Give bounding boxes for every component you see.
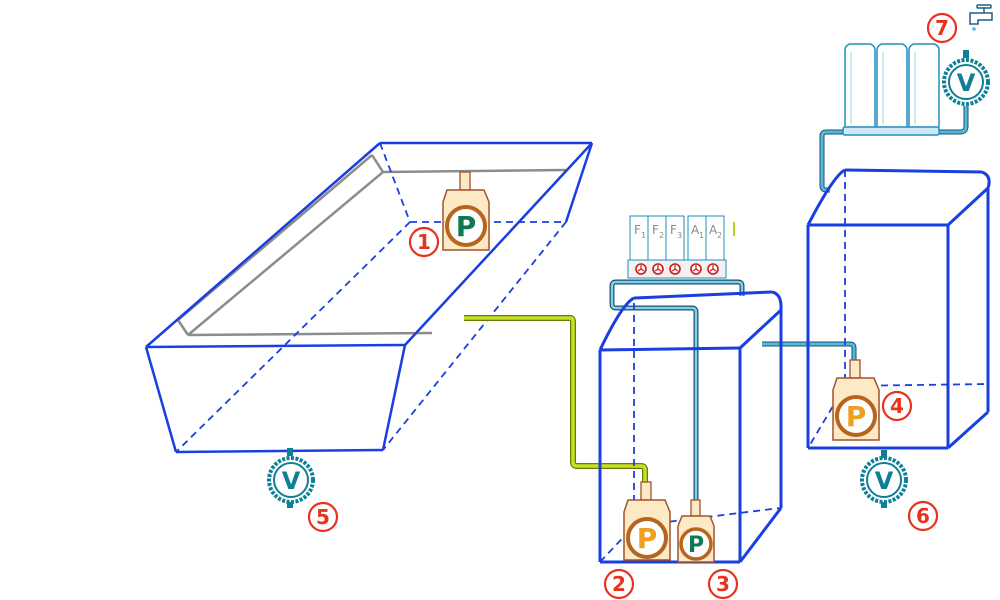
pump-letter: P [456,210,477,243]
dosing-channel-f3: F 3 [665,215,685,261]
pipes [464,106,969,504]
pipe-dosing [609,279,745,504]
pump-icon [445,205,487,247]
basin-inner-rim [176,154,567,337]
right-tank [806,168,991,450]
channel-subscript: 2 [717,231,722,240]
valve-7: V [942,50,990,106]
valve-letter: V [282,467,301,495]
channel-subscript: 2 [659,231,664,240]
valve-icon [942,58,990,106]
pump-icon [679,527,713,561]
channel-letter: F [634,223,641,237]
label-1: 1 [408,226,440,258]
channel-subscript: 3 [677,231,682,240]
label-6: 6 [907,500,939,532]
pump-icon [626,517,668,559]
channel-letter: A [709,223,718,237]
pump-icon [835,395,877,437]
basin-outline [144,141,594,454]
channel-letter: F [670,223,677,237]
dosing-channel-a2: A 2 [705,215,725,261]
filter-cartridge [908,43,940,133]
label-7: 7 [926,12,958,44]
valve-letter: V [875,467,894,495]
channel-subscript: 1 [699,231,704,240]
label-3: 3 [707,568,739,600]
label-5: 5 [307,501,339,533]
number-labels: 1 2 3 4 5 6 7 [307,12,958,600]
pump-2: P [623,481,671,561]
svg-text:4: 4 [890,394,904,418]
pump-4: P [832,359,880,441]
label-2: 2 [603,568,635,600]
pipe-valve7 [938,106,969,135]
pump-letter: P [846,400,867,433]
pump-letter: P [688,533,704,558]
filter-cartridge [876,43,908,133]
valve-letter: V [957,69,976,97]
pump-3: P [677,499,715,563]
dosing-channel-a1: A 1 [687,215,707,261]
svg-text:1: 1 [417,230,431,254]
svg-text:5: 5 [316,505,330,529]
pump-1: P [442,171,490,251]
valve-6: V [860,450,908,508]
pump-letter: P [637,522,658,555]
svg-text:6: 6 [916,504,930,528]
channel-letter: F [652,223,659,237]
svg-text:3: 3 [716,572,730,596]
channel-subscript: 1 [641,231,646,240]
valve-5: V [267,448,315,508]
faucet-icon [969,4,993,31]
basin [144,141,594,454]
filter-cartridge [844,43,876,133]
svg-text:7: 7 [935,16,949,40]
dosing-channel-f2: F 2 [647,215,667,261]
filter-base-bar [842,126,940,136]
label-4: 4 [881,390,913,422]
dosing-unit: F 1 F 2 F 3 A 1 A 2 [627,215,735,279]
dosing-channel-f1: F 1 [629,215,649,261]
channel-letter: A [691,223,700,237]
svg-text:2: 2 [612,572,626,596]
filter-unit [842,43,940,136]
